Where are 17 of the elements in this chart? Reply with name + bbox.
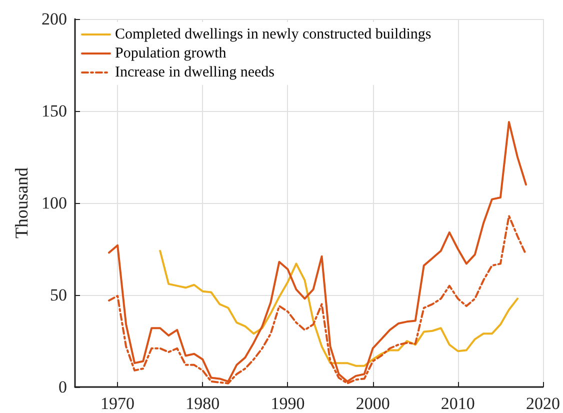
y-tick-label: 150: [42, 102, 67, 120]
line-series: [159, 250, 518, 367]
line-series: [108, 121, 527, 382]
x-tick-label: 1970: [100, 394, 135, 413]
x-tick-label: 2000: [356, 394, 390, 413]
x-tick-label: 2010: [440, 394, 475, 413]
x-tick-label: 1990: [270, 394, 305, 413]
y-tick-label: 0: [58, 378, 67, 396]
y-axis-title: Thousand: [12, 168, 32, 238]
legend-label: Completed dwellings in newly constructed buildings: [115, 26, 432, 42]
y-tick-label: 100: [42, 194, 67, 212]
x-tick-label: 2020: [526, 394, 560, 413]
y-tick-label: 200: [42, 10, 67, 28]
legend-label: Increase in dwelling needs: [115, 64, 275, 80]
x-tick-label: 1980: [186, 394, 220, 413]
y-tick-label: 50: [50, 286, 67, 304]
legend-label: Population growth: [115, 46, 227, 62]
